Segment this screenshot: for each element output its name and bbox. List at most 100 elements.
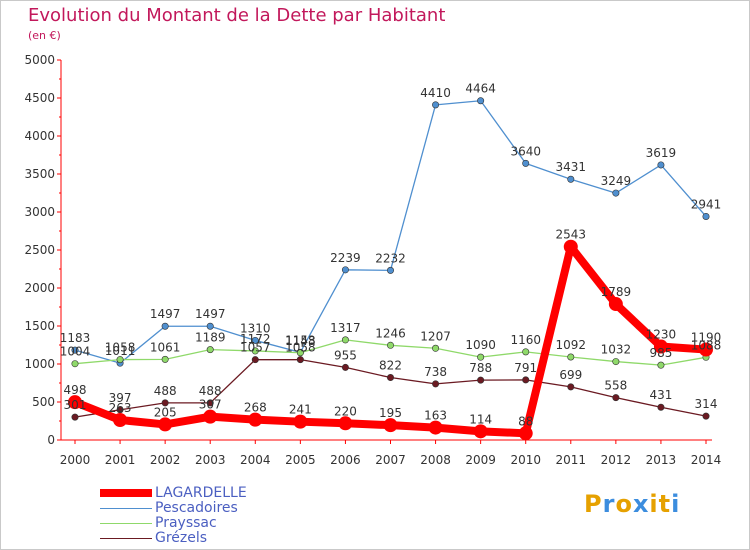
legend-swatch [100, 523, 152, 524]
data-label: 1190 [691, 331, 722, 345]
data-label: 1317 [330, 321, 361, 335]
data-label: 301 [64, 398, 87, 412]
y-tick-label: 4500 [24, 91, 55, 105]
data-label: 1090 [465, 338, 496, 352]
data-point [161, 322, 169, 330]
data-label: 220 [334, 404, 357, 418]
x-tick-label: 2011 [556, 453, 587, 467]
data-point [612, 394, 620, 402]
data-point [567, 175, 575, 183]
data-label: 163 [424, 409, 447, 423]
x-tick-label: 2005 [285, 453, 316, 467]
data-label: 307 [199, 398, 222, 412]
legend-item-grezels: Grézels [100, 530, 360, 546]
data-point [161, 355, 169, 363]
data-point [657, 161, 665, 169]
x-tick-label: 2014 [691, 453, 722, 467]
data-label: 1189 [195, 331, 226, 345]
data-point [116, 356, 124, 364]
data-label: 1497 [150, 307, 181, 321]
series-line-pescadoires [74, 100, 707, 364]
data-label: 699 [559, 368, 582, 382]
legend-item-lagardelle: LAGARDELLE [100, 485, 360, 501]
data-label: 488 [154, 384, 177, 398]
data-label: 268 [244, 401, 267, 415]
data-point [522, 376, 530, 384]
legend-item-pescadoires: Pescadoires [100, 500, 360, 516]
data-point [341, 266, 349, 274]
data-point [341, 336, 349, 344]
x-tick-label: 2007 [375, 453, 406, 467]
data-point [563, 239, 578, 254]
data-label: 1004 [60, 345, 91, 359]
data-label: 2941 [691, 197, 722, 211]
data-point [203, 409, 218, 424]
data-label: 1032 [601, 343, 632, 357]
legend-swatch [100, 508, 152, 509]
data-point [71, 413, 79, 421]
data-label: 2239 [330, 251, 361, 265]
y-tick-label: 500 [32, 395, 55, 409]
data-point [657, 361, 665, 369]
y-tick-label: 0 [47, 433, 55, 447]
x-tick-label: 2001 [105, 453, 136, 467]
data-point [68, 395, 82, 410]
legend-swatch [100, 489, 152, 497]
legend-label: Grézels [155, 530, 208, 546]
data-point [702, 212, 710, 220]
data-label: 1160 [510, 333, 541, 347]
data-label: 1058 [285, 341, 316, 355]
data-point [567, 353, 575, 361]
data-point [293, 414, 308, 429]
data-point [699, 342, 713, 357]
data-point [251, 347, 259, 355]
data-point [477, 97, 485, 105]
data-label: 314 [695, 397, 718, 411]
data-label: 822 [379, 359, 402, 373]
logo-letter: P [584, 490, 603, 518]
legend-item-prayssac: Prayssac [100, 515, 360, 531]
legend-label: LAGARDELLE [155, 485, 247, 501]
data-label: 985 [649, 346, 672, 360]
data-label: 3431 [556, 160, 587, 174]
data-label: 241 [289, 403, 312, 417]
data-label: 2232 [375, 251, 406, 265]
y-tick-label: 3500 [24, 167, 55, 181]
data-label: 1057 [240, 341, 271, 355]
data-point [341, 363, 349, 371]
data-label: 205 [154, 405, 177, 419]
data-point [702, 412, 710, 420]
legend-label: Pescadoires [155, 500, 238, 516]
data-label: 3619 [646, 146, 677, 160]
data-label: 738 [424, 365, 447, 379]
data-label: 1183 [60, 331, 91, 345]
data-point [567, 383, 575, 391]
data-label: 88 [518, 414, 533, 428]
data-label: 498 [64, 383, 87, 397]
data-point [432, 344, 440, 352]
data-label: 1092 [556, 338, 587, 352]
data-point [206, 322, 214, 330]
logo-letter: t [658, 490, 672, 518]
legend-label: Prayssac [155, 515, 217, 531]
data-point [386, 341, 394, 349]
data-point [432, 101, 440, 109]
legend: LAGARDELLE Pescadoires Prayssac Grézels [100, 485, 360, 546]
data-label: 955 [334, 348, 357, 362]
data-point [71, 360, 79, 368]
data-point [428, 420, 443, 435]
data-label: 1088 [691, 338, 722, 352]
data-point [71, 346, 79, 354]
data-point [206, 346, 214, 354]
x-tick-label: 2002 [150, 453, 181, 467]
x-tick-label: 2013 [646, 453, 677, 467]
data-label: 1789 [601, 285, 632, 299]
x-tick-label: 2004 [240, 453, 271, 467]
data-point [383, 418, 398, 433]
data-label: 1148 [285, 334, 316, 348]
data-label: 195 [379, 406, 402, 420]
data-label: 397 [109, 391, 132, 405]
logo-letter: i [649, 490, 659, 518]
